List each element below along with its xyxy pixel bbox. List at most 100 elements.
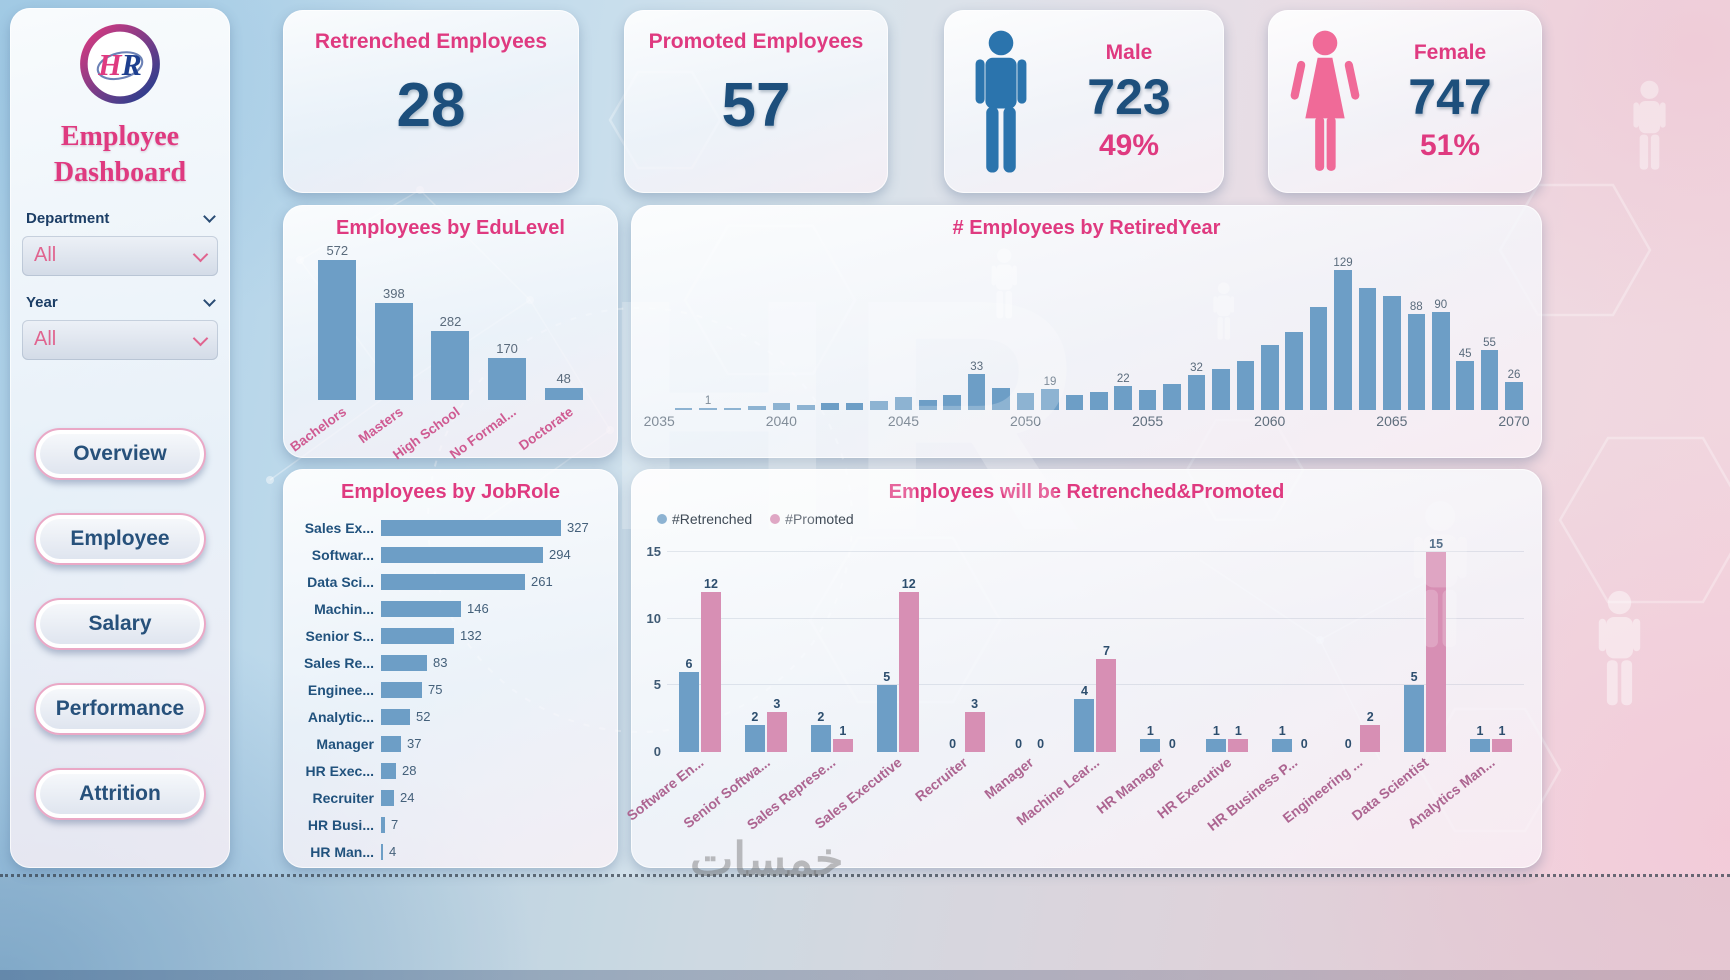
nav-employee-button[interactable]: Employee [34,512,206,565]
promoted-bar[interactable] [964,712,985,752]
retiredyear-bar[interactable] [1212,369,1230,410]
gridline [667,684,1524,686]
promoted-bar[interactable] [1426,552,1447,752]
jobrole-row: HR Busi... 7 [289,811,610,838]
jobrole-bar[interactable] [381,573,525,590]
bar-value-label: 0 [1168,737,1176,751]
retiredyear-bar[interactable] [943,395,962,410]
bar-slot: 1 [1492,724,1513,752]
jobrole-bar[interactable] [381,519,561,536]
edulevel-bar[interactable] [431,331,470,400]
retiredyear-bar[interactable] [1114,386,1133,410]
retrenched-bar[interactable] [810,725,831,752]
retiredyear-bar[interactable] [821,403,839,410]
bar-value-label: 75 [428,682,443,697]
retiredyear-bar[interactable] [1407,314,1426,410]
jobrole-bar[interactable] [381,816,385,833]
nav-attrition-button[interactable]: Attrition [34,767,206,820]
retiredyear-bar[interactable] [1505,382,1523,410]
retiredyear-bar[interactable] [919,400,937,410]
bar-value-label: 7 [1103,644,1110,658]
retrenched-bar[interactable] [1206,739,1227,752]
nav-performance-button[interactable]: Performance [34,682,206,735]
retiredyear-bar[interactable] [1431,312,1450,410]
nav-salary-button[interactable]: Salary [34,597,206,650]
promoted-bar[interactable] [898,592,919,752]
jobrole-bar[interactable] [381,654,427,671]
retiredyear-bar[interactable] [870,401,888,410]
edulevel-bar[interactable] [544,388,583,400]
promoted-bar[interactable] [766,712,787,752]
promoted-bar[interactable] [1360,725,1381,752]
jobrole-bar[interactable] [381,735,401,752]
jobrole-bar[interactable] [381,843,383,860]
retiredyear-bar[interactable] [1309,307,1328,410]
retiredyear-bar[interactable] [1456,361,1474,410]
retiredyear-bar[interactable] [772,403,791,410]
jobrole-bar[interactable] [381,681,422,698]
bar-slot: 4 [1074,684,1095,752]
retiredyear-bar[interactable] [1334,270,1352,410]
filter-department: Department All [22,208,218,276]
retrenched-bar[interactable] [1074,699,1095,752]
retiredyear-bar[interactable] [1285,332,1303,410]
promoted-bar[interactable] [1492,739,1513,752]
retiredyear-bar[interactable] [723,408,742,410]
jobrole-bar[interactable] [381,762,396,779]
retiredyear-bar[interactable] [1236,361,1255,410]
edulevel-bar[interactable] [374,303,413,400]
retiredyear-bar[interactable] [674,408,693,410]
edulevel-bar[interactable] [488,358,527,400]
retiredyear-bar[interactable] [796,405,815,410]
retiredyear-bar[interactable] [699,408,717,410]
retiredyear-bar[interactable] [748,406,766,410]
retiredyear-bar[interactable] [1041,389,1059,410]
jobrole-bar[interactable] [381,600,461,617]
promoted-bar[interactable] [1228,739,1249,752]
jobrole-bar[interactable] [381,789,394,806]
legend-promoted[interactable]: #Promoted [770,511,854,527]
retrenched-bar[interactable] [678,672,699,752]
retiredyear-bar[interactable] [894,397,913,410]
promoted-bar[interactable] [1096,659,1117,752]
retiredyear-column [769,403,793,410]
retiredyear-bar[interactable] [967,374,986,410]
retrenched-bar[interactable] [744,725,765,752]
year-dropdown[interactable]: All [22,319,218,360]
retiredyear-bar[interactable] [1358,288,1377,410]
promoted-bar[interactable] [832,739,853,752]
department-dropdown[interactable]: All [22,235,218,276]
female-percentage: 51% [1419,128,1481,162]
retiredyear-column [794,405,818,410]
jobrole-bar[interactable] [381,708,410,725]
nav-overview-button[interactable]: Overview [34,427,206,480]
retiredyear-bar[interactable] [1383,296,1401,410]
retiredyear-bar[interactable] [1138,390,1157,410]
retrenched-bar[interactable] [1470,739,1491,752]
retiredyear-bar[interactable] [1260,345,1279,410]
edulevel-bar[interactable] [318,260,357,400]
retiredyear-bar[interactable] [1016,393,1035,410]
retrenched-bar[interactable] [1140,739,1161,752]
jobrole-bar[interactable] [381,627,454,644]
axis-tick-slot [940,413,964,433]
retiredyear-bar[interactable] [992,388,1010,410]
retrenched-bar[interactable] [1272,739,1293,752]
chevron-down-icon[interactable] [203,210,216,224]
retrenched-bar[interactable] [1404,685,1425,752]
retiredyear-bar[interactable] [1090,392,1108,410]
bar-value-label: 146 [467,601,489,616]
jobrole-bar[interactable] [381,546,543,563]
promoted-bar[interactable] [700,592,721,752]
legend-retrenched[interactable]: #Retrenched [657,511,752,527]
retiredyear-bar[interactable] [1480,350,1499,410]
chevron-down-icon[interactable] [203,294,216,308]
retiredyear-bar[interactable] [1187,375,1206,410]
retrenched-bar[interactable] [876,685,897,752]
retiredyear-bar[interactable] [1065,395,1084,410]
retiredyear-bar[interactable] [845,403,864,410]
svg-text:HR: HR [97,48,142,82]
retiredyear-bar[interactable] [1163,384,1181,410]
